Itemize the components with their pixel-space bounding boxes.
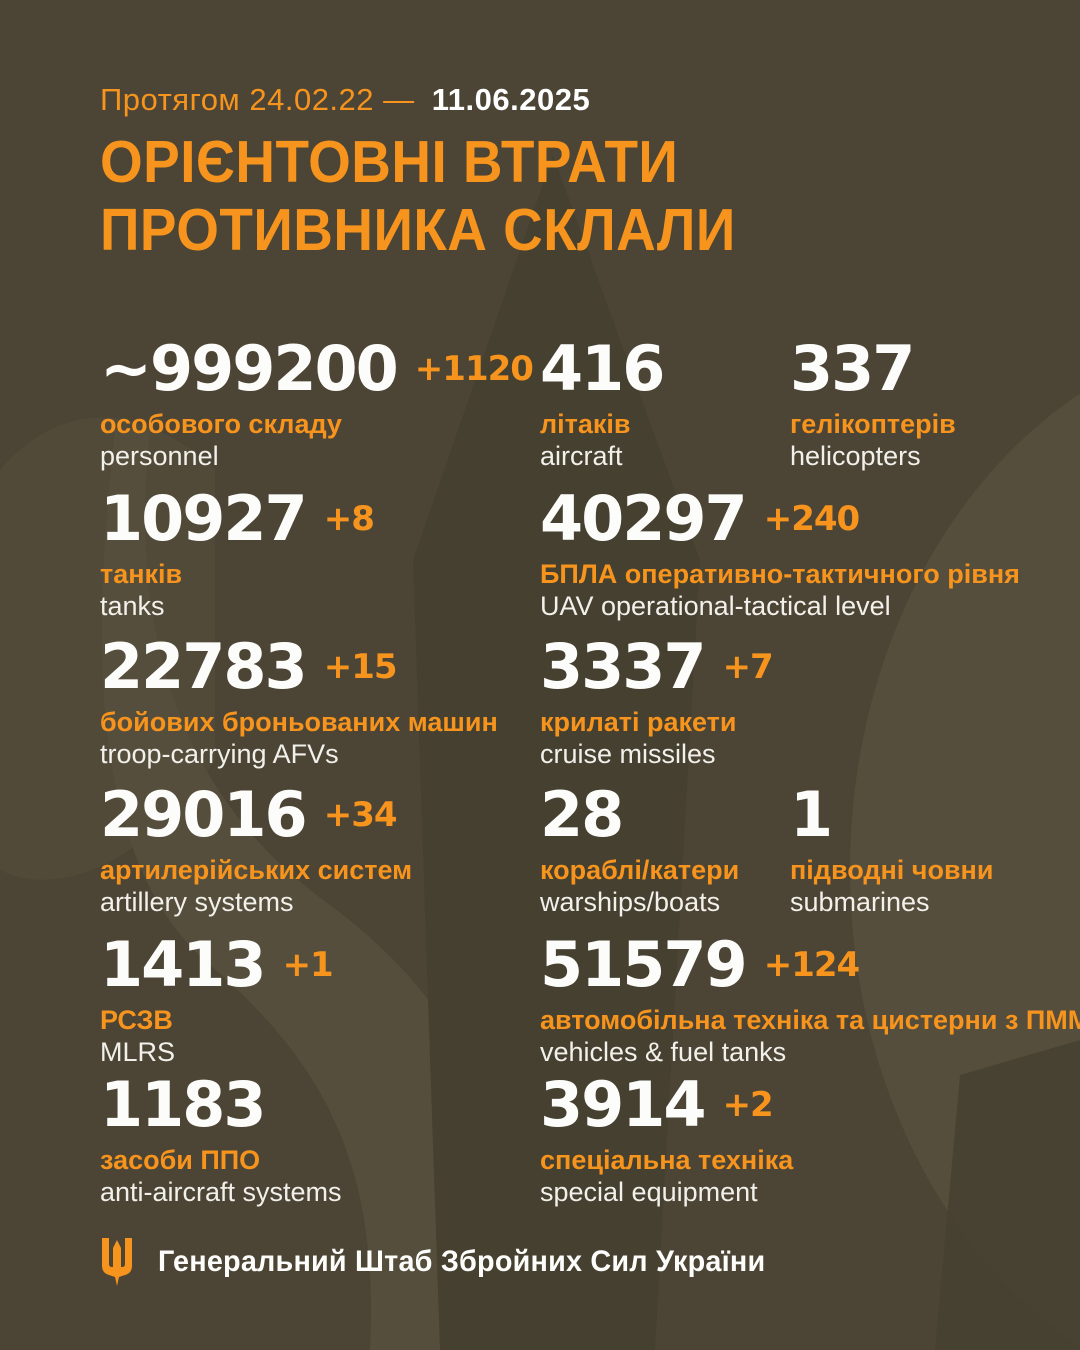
stat-vehicles-fuel-tanks: 51579 +124 автомобільна техніка та цисте… [540,928,1080,1068]
stat-label-uk: артилерійських систем [100,855,413,885]
stat-delta: +124 [763,945,860,985]
stat-label-en: UAV operational-tactical level [540,591,891,621]
stat-label-uk: крилаті ракети [540,707,737,737]
stat-submarines: 1 підводні човни submarines [790,778,994,918]
stat-delta: +2 [722,1085,774,1125]
stat-delta: +1120 [414,349,534,389]
stat-warships: 28 кораблі/катери warships/boats [540,778,740,918]
footer: Генеральний Штаб Збройних Сил України [100,1236,791,1288]
stat-label-en: special equipment [540,1177,758,1207]
stat-value: 416 [540,332,665,405]
stat-personnel: ~999200 +1120 особового складу personnel [100,332,534,472]
stat-value: 1 [790,778,833,851]
title-line-2: ПРОТИВНИКА СКЛАЛИ [100,197,736,263]
stat-label-en: helicopters [790,441,921,471]
trident-icon [102,1238,132,1286]
title-line-1: ОРІЄНТОВНІ ВТРАТИ [100,129,679,195]
stat-label-uk: особового складу [100,409,342,439]
stat-label-uk: БПЛА оперативно-тактичного рівня [540,559,1020,589]
stat-delta: +34 [323,795,398,835]
stat-label-en: tanks [100,591,165,621]
stat-value: 51579 [540,928,748,1001]
stat-delta: +7 [722,647,774,687]
stat-value: ~999200 [100,332,399,405]
stat-anti-aircraft: 1183 засоби ППО anti-aircraft systems [100,1068,342,1208]
stat-label-uk: автомобільна техніка та цистерни з ПММ [540,1005,1080,1035]
stat-label-uk: літаків [540,409,631,439]
stat-afv: 22783 +15 бойових броньованих машин troo… [100,630,498,770]
footer-org: Генеральний Штаб Збройних Сил України [158,1245,766,1278]
stat-value: 1413 [100,928,267,1001]
stat-value: 29016 [100,778,308,851]
stat-label-uk: РСЗВ [100,1005,173,1035]
stat-artillery: 29016 +34 артилерійських систем artiller… [100,778,413,918]
stat-value: 10927 [100,482,308,555]
stat-label-en: MLRS [100,1037,176,1067]
stat-uav: 40297 +240 БПЛА оперативно-тактичного рі… [540,482,1020,622]
report-date: 11.06.2025 [431,82,591,117]
stat-delta: +1 [282,945,334,985]
stat-special-equipment: 3914 +2 спеціальна техніка special equip… [540,1068,794,1208]
page-title: ОРІЄНТОВНІ ВТРАТИ ПРОТИВНИКА СКЛАЛИ [100,128,736,264]
stat-label-uk: гелікоптерів [790,409,956,439]
stat-value: 3914 [540,1068,707,1141]
stat-label-uk: підводні човни [790,855,994,885]
stat-value: 337 [790,332,915,405]
stat-label-en: aircraft [540,441,623,471]
stat-delta: +8 [323,499,375,539]
stat-tanks: 10927 +8 танків tanks [100,482,375,622]
stat-aircraft: 416 літаків aircraft [540,332,665,472]
stat-label-en: submarines [790,887,930,917]
stat-value: 3337 [540,630,707,703]
stat-label-uk: спеціальна техніка [540,1145,794,1175]
stat-helicopters: 337 гелікоптерів helicopters [790,332,956,472]
stat-label-en: artillery systems [100,887,294,917]
stat-label-uk: засоби ППО [100,1145,261,1175]
stat-label-en: troop-carrying AFVs [100,739,339,769]
stat-mlrs: 1413 +1 РСЗВ MLRS [100,928,334,1068]
stat-value: 28 [540,778,624,851]
stat-delta: +15 [323,647,398,687]
stat-cruise-missiles: 3337 +7 крилаті ракети cruise missiles [540,630,774,770]
stat-label-uk: танків [100,559,183,589]
stat-value: 22783 [100,630,308,703]
stat-value: 40297 [540,482,748,555]
stat-delta: +240 [763,499,860,539]
stat-label-en: personnel [100,441,219,471]
stat-label-en: cruise missiles [540,739,716,769]
stat-label-uk: кораблі/катери [540,855,740,885]
stat-label-uk: бойових броньованих машин [100,707,498,737]
stat-label-en: anti-aircraft systems [100,1177,342,1207]
period-prefix: Протягом 24.02.22 — [100,82,415,117]
report-period: Протягом 24.02.22 — 11.06.2025 [100,82,590,118]
stat-label-en: vehicles & fuel tanks [540,1037,787,1067]
stat-value: 1183 [100,1068,267,1141]
stat-label-en: warships/boats [540,887,721,917]
